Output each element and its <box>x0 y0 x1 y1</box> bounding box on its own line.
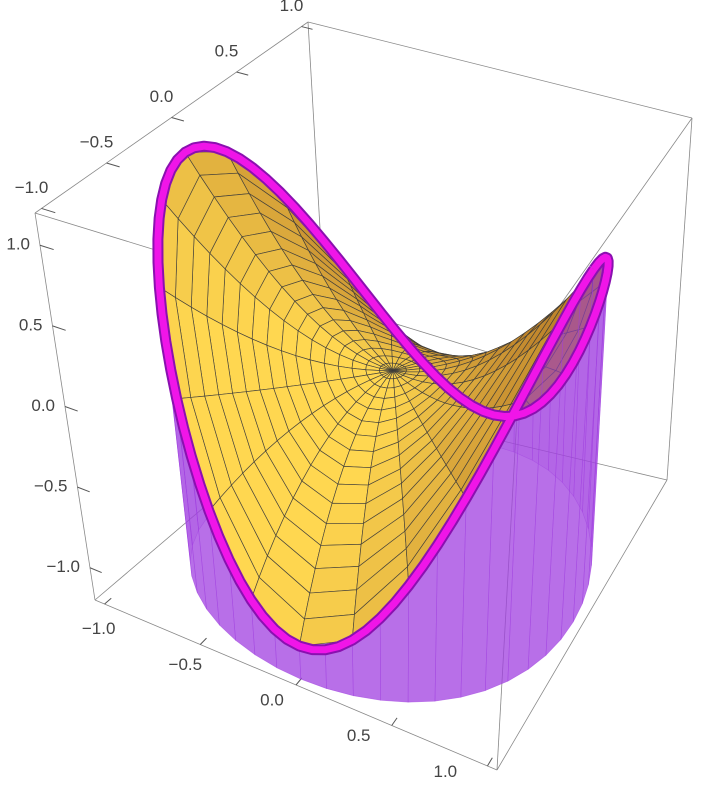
z-tick <box>39 244 54 251</box>
y-tick-label: −1.0 <box>15 178 49 197</box>
x-tick <box>391 717 398 726</box>
z-tick <box>52 325 66 331</box>
x-tick-label: 1.0 <box>434 762 458 781</box>
y-tick-label: 0.0 <box>150 87 174 106</box>
y-tick-label: 1.0 <box>280 0 304 15</box>
rim-tube-highlight <box>154 142 612 654</box>
x-tick <box>486 757 493 767</box>
surface-patch <box>337 465 372 486</box>
z-tick <box>77 486 90 493</box>
surface-patch <box>331 483 369 504</box>
z-tick-label: −1.0 <box>46 557 80 576</box>
y-tick-label: −0.5 <box>80 132 114 151</box>
y-tick-label: 0.5 <box>215 42 239 61</box>
y-tick <box>106 162 120 168</box>
z-tick <box>89 567 102 574</box>
surface-patch <box>325 502 367 525</box>
surface-patch <box>320 522 364 546</box>
x-tick-label: −0.5 <box>169 655 203 674</box>
x-tick <box>199 637 207 645</box>
x-tick-label: 0.0 <box>260 690 284 709</box>
y-tick <box>236 71 249 76</box>
z-tick <box>64 406 78 412</box>
box-edge <box>307 21 693 119</box>
z-tick-label: 0.5 <box>19 315 43 334</box>
surface-patch <box>314 543 362 569</box>
surface-patch <box>309 565 360 594</box>
box-edge <box>666 117 693 481</box>
y-tick <box>171 117 185 122</box>
y-tick <box>41 207 56 214</box>
z-tick-label: 0.0 <box>31 396 55 415</box>
x-tick <box>104 597 112 605</box>
z-tick-label: 1.0 <box>6 235 30 254</box>
x-tick-label: −1.0 <box>82 619 116 638</box>
x-tick-label: 0.5 <box>347 726 371 745</box>
box-edge <box>496 479 668 771</box>
y-tick <box>301 26 313 30</box>
z-tick-label: −0.5 <box>34 477 68 496</box>
